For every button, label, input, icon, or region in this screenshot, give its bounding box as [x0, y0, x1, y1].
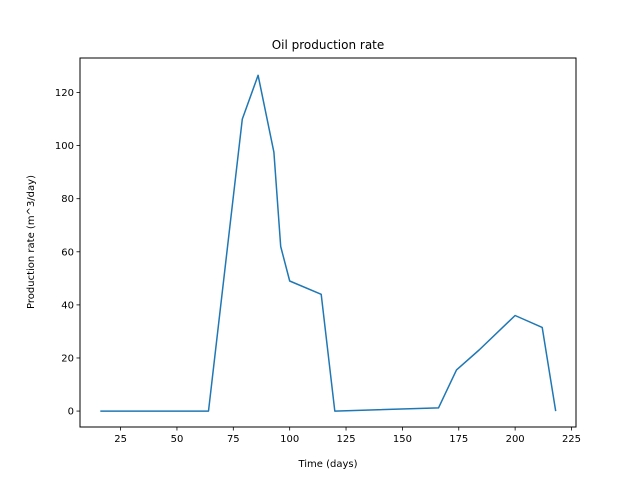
x-tick-label: 175 — [449, 434, 468, 445]
plot-frame — [79, 57, 577, 428]
x-tick-label: 75 — [227, 434, 240, 445]
x-tick-label: 150 — [393, 434, 412, 445]
y-tick-label: 20 — [61, 353, 74, 364]
y-tick-label: 40 — [61, 300, 74, 311]
y-tick-label: 120 — [55, 88, 74, 99]
y-tick-label: 0 — [68, 407, 74, 418]
x-tick-label: 125 — [336, 434, 355, 445]
x-axis-label: Time (days) — [297, 459, 357, 470]
series-line — [100, 74, 557, 412]
y-tick-label: 100 — [55, 141, 74, 152]
chart-title: Oil production rate — [272, 38, 385, 52]
y-axis-label: Production rate (m^3/day) — [26, 175, 37, 309]
x-tick-label: 100 — [280, 434, 299, 445]
x-axis: 25 50 75 100 125 150 175 200 225 — [114, 427, 581, 445]
y-tick-label: 80 — [61, 194, 74, 205]
plot-area — [100, 74, 557, 412]
x-tick-label: 25 — [114, 434, 127, 445]
x-tick-label: 50 — [171, 434, 184, 445]
x-tick-label: 225 — [562, 434, 581, 445]
y-tick-label: 60 — [61, 247, 74, 258]
x-tick-label: 200 — [506, 434, 525, 445]
y-axis: 0 20 40 60 80 100 120 — [55, 88, 80, 418]
